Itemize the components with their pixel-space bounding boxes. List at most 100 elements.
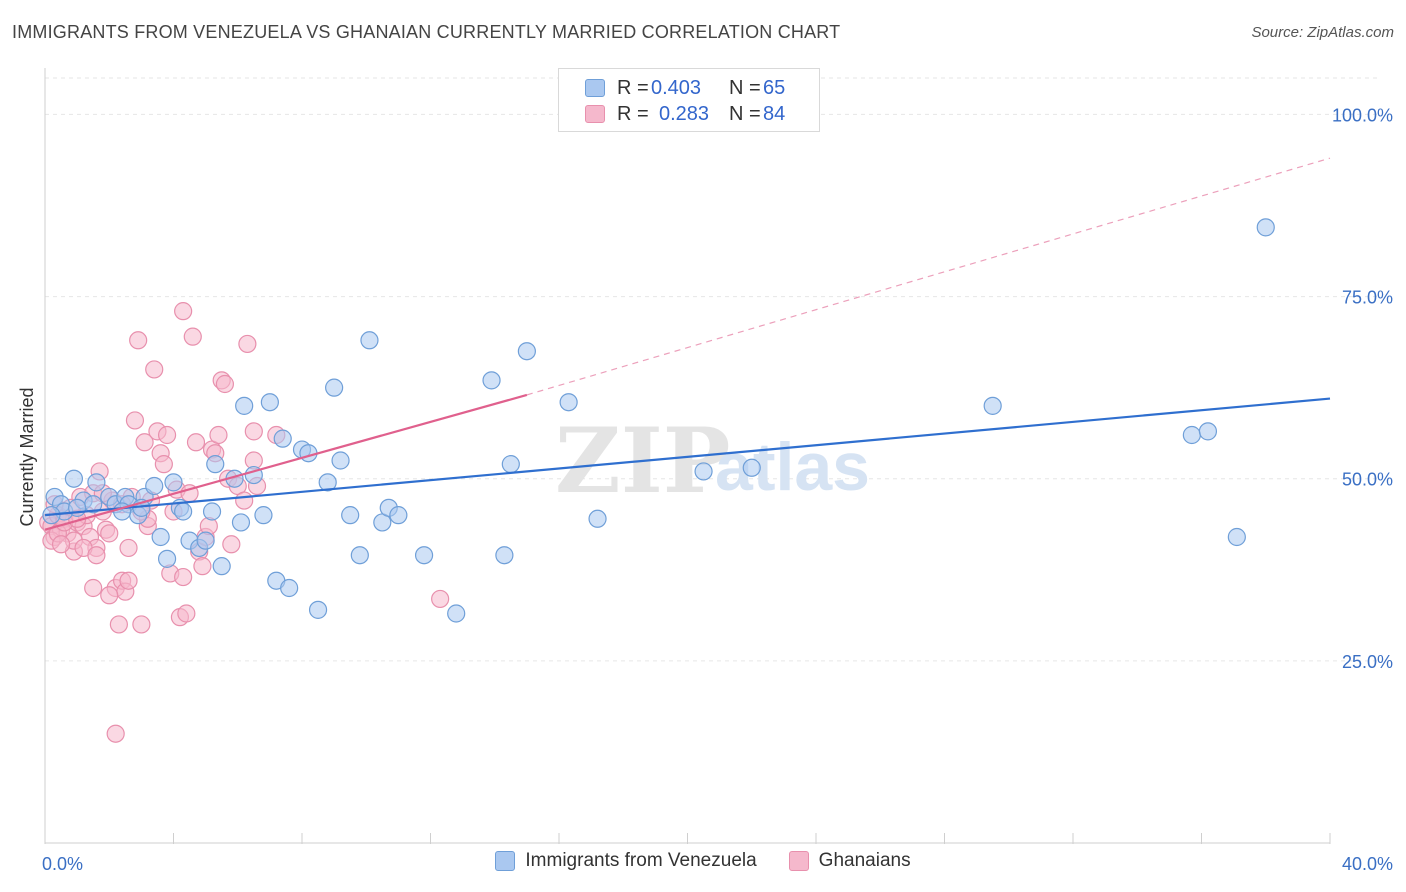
venezuela-point bbox=[235, 396, 254, 415]
watermark: ZIP atlas bbox=[555, 408, 870, 514]
pink-swatch bbox=[788, 851, 809, 871]
y-tick-label: 50.0% bbox=[1342, 470, 1393, 490]
ghanaians-point bbox=[244, 422, 263, 441]
r-label: R = bbox=[617, 76, 649, 99]
ghanaians-point bbox=[222, 535, 241, 554]
venezuela-point bbox=[202, 502, 222, 521]
venezuela-trend-line bbox=[44, 397, 1331, 517]
venezuela-point bbox=[260, 393, 279, 412]
legend-item-ghanaians[interactable]: Ghanaians bbox=[788, 850, 911, 872]
axes bbox=[44, 68, 1331, 844]
ghanaians-point bbox=[135, 433, 154, 452]
y-axis-label: Currently Married bbox=[17, 387, 37, 526]
venezuela-point bbox=[517, 342, 536, 361]
venezuela-point bbox=[742, 458, 761, 477]
n-label: N = bbox=[729, 102, 761, 125]
y-tick-label: 75.0% bbox=[1342, 288, 1393, 308]
ghanaians-point bbox=[177, 604, 196, 623]
r-value: 0.283 bbox=[659, 102, 710, 125]
ghanaians-point bbox=[129, 331, 148, 350]
n-value: 84 bbox=[763, 102, 786, 125]
tick-labels: 25.0% 50.0% 75.0% 100.0% 0.0% 40.0% bbox=[42, 105, 1393, 874]
venezuela-point bbox=[559, 393, 578, 412]
venezuela-point bbox=[588, 509, 607, 528]
venezuela-point bbox=[151, 527, 170, 547]
venezuela-point bbox=[87, 473, 106, 492]
legend-label: Ghanaians bbox=[818, 850, 911, 871]
y-tick-label: 25.0% bbox=[1342, 652, 1393, 672]
venezuela-point bbox=[482, 371, 501, 390]
legend-label: Immigrants from Venezuela bbox=[525, 850, 757, 871]
venezuela-point bbox=[331, 451, 350, 470]
ghanaians-point bbox=[100, 524, 119, 543]
venezuela-point bbox=[1227, 527, 1246, 547]
venezuela-point bbox=[254, 506, 273, 525]
venezuela-point bbox=[694, 462, 713, 481]
venezuela-point bbox=[983, 396, 1002, 415]
ghanaians-point bbox=[174, 567, 193, 587]
ghanaians-point bbox=[183, 327, 202, 346]
venezuela-point bbox=[280, 578, 299, 598]
venezuela-point bbox=[1182, 425, 1201, 445]
venezuela-point bbox=[501, 455, 520, 474]
venezuela-point bbox=[164, 473, 183, 492]
ghanaians-point bbox=[431, 589, 450, 609]
venezuela-point bbox=[1198, 422, 1218, 441]
ghanaians-point bbox=[106, 724, 125, 743]
legend-item-venezuela[interactable]: Immigrants from Venezuela bbox=[495, 850, 757, 872]
ghanaians-point bbox=[215, 374, 234, 394]
ghanaians-point bbox=[209, 425, 228, 445]
venezuela-point bbox=[360, 331, 379, 350]
ghanaians-point bbox=[119, 538, 138, 558]
blue-swatch bbox=[585, 79, 605, 97]
source-label: Source: ZipAtlas.com bbox=[1251, 24, 1394, 41]
venezuela-point bbox=[299, 444, 318, 463]
ghanaians-point bbox=[132, 615, 151, 634]
ghanaians-point bbox=[125, 411, 145, 430]
n-label: N = bbox=[729, 76, 761, 99]
ghanaians-point bbox=[87, 546, 106, 565]
n-value: 65 bbox=[763, 76, 786, 99]
venezuela-point bbox=[325, 378, 344, 397]
stats-legend-row-venezuela: R = 0.403 N = 65 bbox=[585, 76, 785, 100]
venezuela-point bbox=[308, 600, 328, 619]
venezuela-point bbox=[231, 513, 251, 532]
venezuela-point bbox=[389, 506, 408, 525]
stats-legend-row-ghanaians: R = 0.283 N = 84 bbox=[585, 102, 785, 126]
ghanaians-point bbox=[51, 535, 71, 554]
venezuela-point bbox=[495, 546, 514, 565]
series-legend: Immigrants from Venezuela Ghanaians bbox=[0, 850, 1406, 872]
ghanaians-point bbox=[145, 360, 164, 379]
venezuela-point bbox=[318, 473, 337, 492]
ghanaians-point bbox=[174, 302, 193, 321]
watermark-atlas: atlas bbox=[715, 429, 870, 505]
ghanaians-point bbox=[157, 425, 177, 445]
ghanaians-point bbox=[193, 557, 212, 576]
ghanaians-point bbox=[154, 455, 173, 474]
r-label: R = bbox=[617, 102, 649, 125]
ghanaians-point bbox=[119, 571, 138, 590]
pink-swatch bbox=[585, 105, 605, 123]
ghanaians-point bbox=[238, 334, 257, 354]
stats-legend: R = 0.403 N = 65 R = 0.283 N = 84 bbox=[558, 68, 820, 132]
ghanaians-point bbox=[100, 586, 119, 605]
venezuela-point bbox=[196, 531, 215, 550]
ghanaians-trend-line bbox=[44, 393, 528, 531]
grid-lines bbox=[45, 77, 1380, 662]
r-value: 0.403 bbox=[651, 76, 702, 99]
venezuela-point bbox=[1256, 218, 1275, 237]
ghanaians-point bbox=[186, 433, 206, 452]
venezuela-points bbox=[42, 218, 1275, 623]
x-tick-label: 0.0% bbox=[42, 854, 83, 874]
venezuela-point bbox=[341, 506, 360, 525]
x-tick-label: 40.0% bbox=[1342, 854, 1393, 874]
venezuela-point bbox=[212, 557, 231, 576]
venezuela-point bbox=[447, 604, 466, 623]
blue-swatch bbox=[495, 851, 516, 871]
ghanaians-trend-extension bbox=[526, 157, 1331, 396]
venezuela-point bbox=[157, 549, 177, 568]
venezuela-point bbox=[64, 469, 84, 488]
venezuela-point bbox=[206, 455, 225, 474]
chart-title: IMMIGRANTS FROM VENEZUELA VS GHANAIAN CU… bbox=[12, 22, 841, 42]
